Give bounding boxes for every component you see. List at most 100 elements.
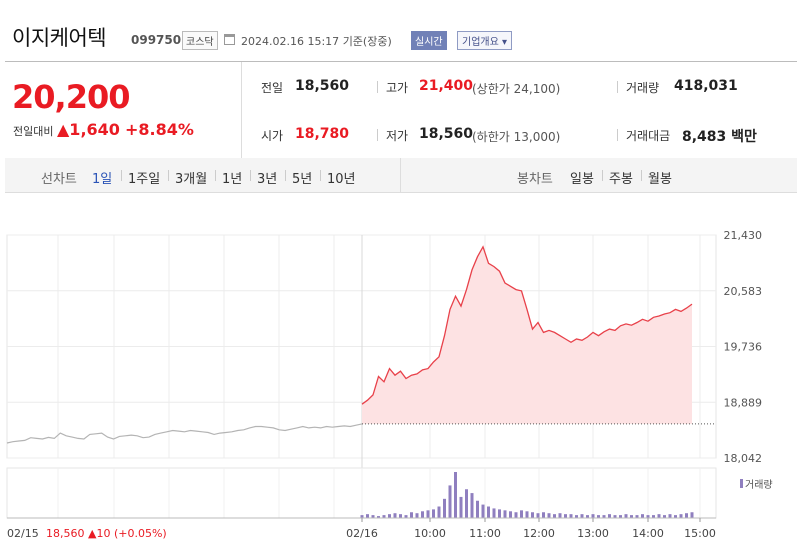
lower-limit: (하한가 13,000) <box>472 130 561 144</box>
volume-bar <box>481 504 485 518</box>
volume-bar <box>668 514 672 518</box>
volume-bar <box>646 515 650 518</box>
volume-bar <box>503 510 507 518</box>
prev-day-line <box>6 423 363 444</box>
volume-bar <box>437 506 441 518</box>
volume-bar <box>657 514 661 518</box>
volume-bar <box>547 513 551 518</box>
line-chart-label: 선차트 <box>41 172 77 187</box>
low-value: 18,560 <box>419 126 474 142</box>
change-label: 전일대비 <box>13 125 54 138</box>
tab-5y[interactable]: 5년 <box>292 172 313 187</box>
y-tick-label: 19,736 <box>724 341 763 354</box>
chart-tabs: 선차트 1일 1주일 3개월 1년 3년 5년 10년 봉차트 일봉 주봉 월봉 <box>5 158 797 193</box>
stock-name: 이지케어텍 <box>12 26 107 50</box>
tab-1y[interactable]: 1년 <box>222 172 243 187</box>
volume-bar <box>432 509 435 518</box>
amount-value: 8,483 백만 <box>682 129 757 145</box>
tab-1w[interactable]: 1주일 <box>128 172 161 187</box>
price-chart: 21,430 20,583 19,736 18,889 18,042 거래량 02/16… <box>6 229 773 540</box>
prev-close-label: 전일 <box>261 81 284 95</box>
volume-bar <box>553 514 556 518</box>
quote-datetime: 2024.02.16 15:17 기준(장중) <box>241 35 392 48</box>
volume-bar <box>525 511 529 518</box>
x-tick-label: 15:00 <box>684 527 716 540</box>
volume-bar <box>685 513 688 518</box>
volume-bar <box>536 513 540 518</box>
volume-bar <box>635 515 639 518</box>
volume-bar <box>509 511 512 518</box>
volume-bar <box>569 514 573 518</box>
today-area-fill <box>362 246 692 424</box>
x-tick-label: 02/16 <box>346 527 378 540</box>
stock-code: 099750 <box>131 33 182 47</box>
x-tick-label: 14:00 <box>632 527 664 540</box>
x-tick-label: 12:00 <box>523 527 555 540</box>
volume-bar <box>690 512 694 518</box>
volume-bar <box>399 514 402 518</box>
price-panel: 20,200 전일대비 ▲1,640 +8.84% <box>5 62 242 158</box>
volume-bar <box>393 513 397 518</box>
tab-monthly[interactable]: 월봉 <box>648 172 672 187</box>
volume-bar <box>624 514 628 518</box>
volume-bar <box>371 515 375 518</box>
volume-bar <box>415 513 419 518</box>
volume-bar <box>520 510 523 518</box>
x-tick-label: 11:00 <box>469 527 501 540</box>
change-value: ▲1,640 <box>57 120 120 139</box>
y-tick-label: 18,042 <box>724 452 763 465</box>
volume-bar <box>377 516 380 518</box>
x-tick-label: 13:00 <box>577 527 609 540</box>
volume-bar <box>619 515 622 518</box>
volume-bar <box>542 512 545 518</box>
volume-bar <box>498 509 501 518</box>
calendar-icon <box>224 34 235 45</box>
volume-legend-label: 거래량 <box>745 479 773 491</box>
volume-bar <box>558 513 562 518</box>
volume-bar <box>597 515 600 518</box>
volume-bar <box>410 512 413 518</box>
realtime-button[interactable]: 실시간 <box>411 31 447 50</box>
prev-close-value: 18,560 <box>295 78 350 94</box>
volume-bar <box>613 515 617 518</box>
today-price-line <box>361 245 693 405</box>
tab-3m[interactable]: 3개월 <box>175 172 208 187</box>
volume-bar <box>580 514 584 518</box>
volume-bar <box>470 493 474 518</box>
y-axis: 21,430 20,583 19,736 18,889 18,042 <box>724 229 763 465</box>
current-price: 20,200 <box>12 78 130 116</box>
open-label: 시가 <box>261 129 284 143</box>
volume-bar <box>591 514 595 518</box>
volume-bar <box>388 514 391 518</box>
volume-bar <box>404 515 408 518</box>
y-tick-label: 21,430 <box>724 229 763 242</box>
high-value: 21,400 <box>419 78 474 94</box>
volume-bar <box>492 508 496 518</box>
corp-info-dropdown[interactable]: 기업개요 ▾ <box>457 31 512 50</box>
volume-bar <box>641 514 644 518</box>
volume-label: 거래량 <box>626 81 660 95</box>
amount-label: 거래대금 <box>626 129 671 143</box>
tab-weekly[interactable]: 주봉 <box>609 172 633 187</box>
volume-bar <box>459 496 463 518</box>
tab-daily[interactable]: 일봉 <box>570 172 594 187</box>
y-tick-label: 18,889 <box>724 396 763 409</box>
volume-bar <box>602 515 606 518</box>
volume-bar <box>360 515 364 518</box>
change-percent: +8.84% <box>125 120 194 139</box>
prev-day-summary: 18,560 ▲10 (+0.05%) <box>46 527 167 540</box>
volume-bar <box>421 511 424 518</box>
tab-1d[interactable]: 1일 <box>92 172 113 187</box>
chart-area <box>6 245 716 444</box>
prev-day-label: 02/15 <box>7 527 39 540</box>
tab-10y[interactable]: 10년 <box>327 172 356 187</box>
tab-3y[interactable]: 3년 <box>257 172 278 187</box>
volume-bar <box>575 515 578 518</box>
volume-bar <box>476 500 479 518</box>
volume-chart: 거래량 <box>6 467 773 519</box>
volume-bar <box>663 515 666 518</box>
volume-bar <box>448 485 452 518</box>
candle-chart-label: 봉차트 <box>517 172 553 187</box>
volume-bar <box>366 514 369 518</box>
volume-bar <box>531 512 534 518</box>
